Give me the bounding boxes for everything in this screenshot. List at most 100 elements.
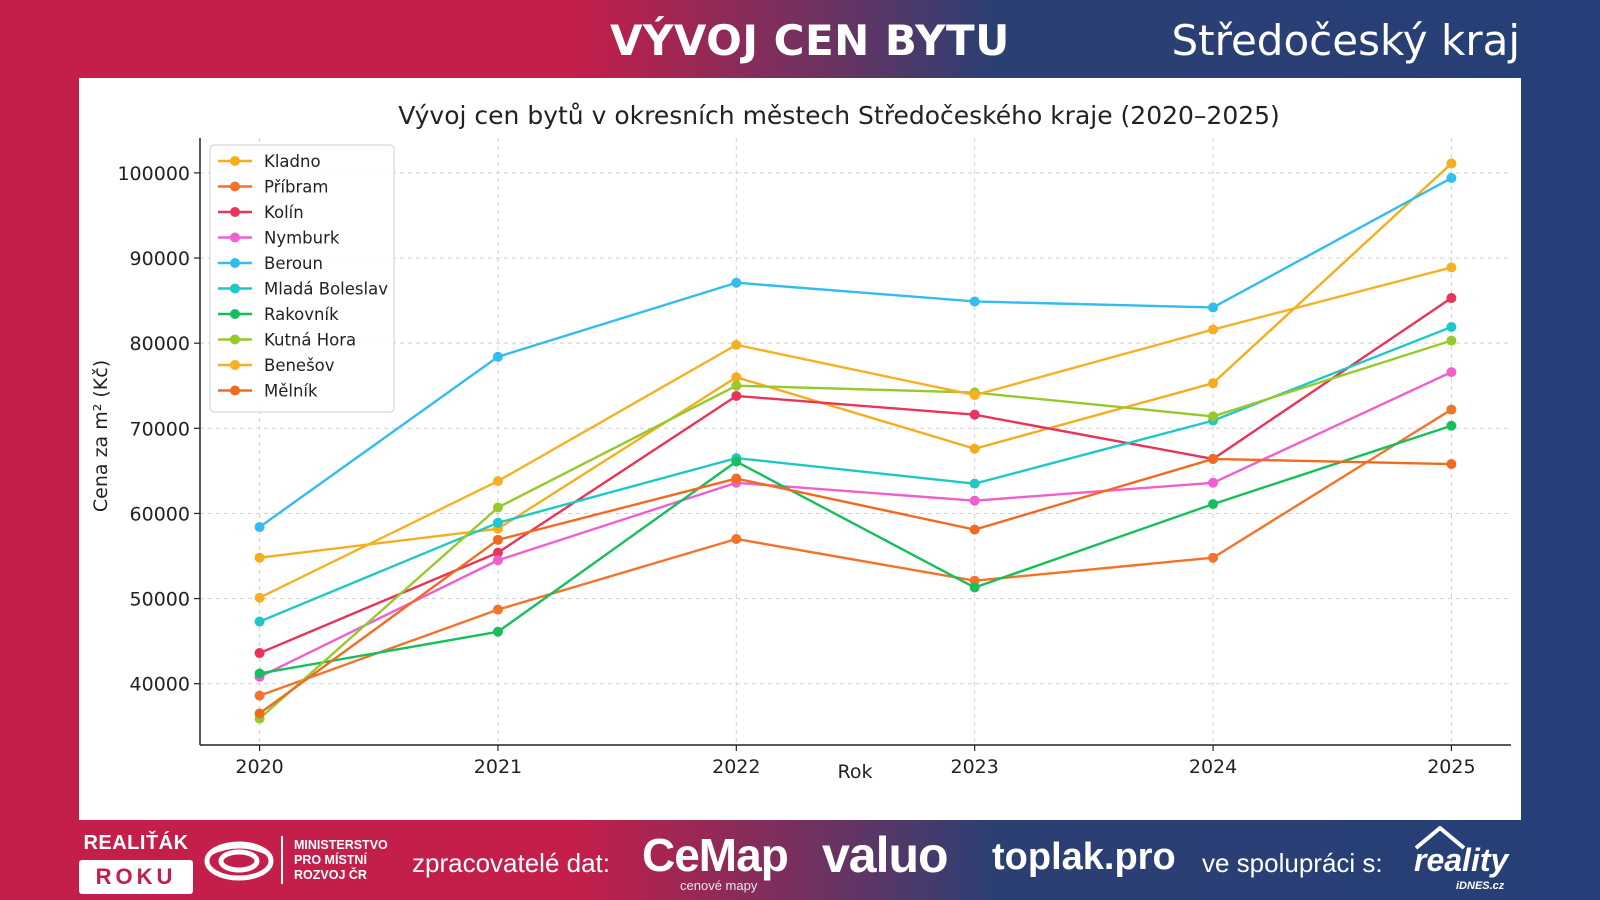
series-4-point xyxy=(969,296,980,307)
series-5-point xyxy=(1446,321,1457,332)
series-1-point xyxy=(254,690,265,701)
y-tick-label: 40000 xyxy=(130,674,190,696)
series-3-point xyxy=(1208,477,1219,488)
series-5-point xyxy=(969,478,980,489)
cemap-logo: CeMap xyxy=(642,829,789,881)
series-0-point xyxy=(1446,158,1457,169)
series-5-point xyxy=(254,616,265,627)
series-8-point xyxy=(1446,262,1457,273)
series-7-point xyxy=(1208,411,1219,422)
series-4-point xyxy=(1208,302,1219,313)
chart-axes xyxy=(199,138,1511,746)
series-8-point xyxy=(1208,324,1219,335)
series-3-point xyxy=(969,495,980,506)
series-1-point xyxy=(1208,552,1219,563)
series-9-point xyxy=(731,473,742,484)
legend-swatch-marker xyxy=(230,334,240,345)
house-roof-icon xyxy=(1414,826,1466,850)
legend-entry: Nymburk xyxy=(218,229,340,248)
series-9-point xyxy=(969,524,980,535)
y-tick-label: 50000 xyxy=(130,589,190,611)
series-6-point xyxy=(1208,499,1219,510)
series-0-point xyxy=(1208,378,1219,389)
series-1-point xyxy=(492,604,503,615)
series-4-point xyxy=(1446,173,1457,184)
legend-swatch-marker xyxy=(230,283,240,294)
ministry-name: MINISTERSTVO PRO MÍSTNÍ ROZVOJ ČR xyxy=(294,838,388,883)
processors-label: zpracovatelé dat: xyxy=(412,848,611,878)
series-5-line xyxy=(259,325,1452,623)
series-3-point xyxy=(1446,367,1457,378)
series-0-line xyxy=(259,162,1453,559)
y-tick-label: 100000 xyxy=(117,163,190,185)
series-9-line xyxy=(258,457,1452,715)
legend-entry: Mladá Boleslav xyxy=(218,280,388,299)
series-6-line xyxy=(259,424,1452,675)
legend-label: Rakovník xyxy=(264,305,339,324)
legend-swatch-marker xyxy=(230,232,240,243)
series-2-point xyxy=(254,648,265,659)
x-tick-label: 2020 xyxy=(235,756,283,778)
chart-legend: Kladno Příbram Kolín Nymburk Beroun Mladá Bol… xyxy=(209,144,395,413)
chart-panel: 2020 2021 2022 2023 2024 2025 40000 50000 60000 7… xyxy=(79,78,1521,820)
x-axis-label: Rok xyxy=(838,761,873,783)
legend-entry: Kolín xyxy=(218,203,304,222)
y-tick-label: 90000 xyxy=(130,248,190,270)
header-title: VÝVOJ CEN BYTU xyxy=(610,16,1010,65)
series-1-point xyxy=(1446,404,1457,415)
series-6-point xyxy=(1446,420,1457,431)
ministry-line-3: ROZVOJ ČR xyxy=(294,868,367,882)
series-2-point xyxy=(1446,293,1457,304)
series-4-point xyxy=(254,522,265,533)
series-6 xyxy=(254,420,1457,679)
legend-swatch-marker xyxy=(230,309,240,319)
legend-swatch-marker xyxy=(230,156,240,166)
series-6-point xyxy=(254,668,265,679)
footer-bar: REALIŤÁK ROKU MINISTERSTVO PRO MÍSTNÍ RO… xyxy=(0,820,1600,900)
series-9-point xyxy=(1208,453,1219,464)
series-9 xyxy=(254,453,1457,719)
series-9-point xyxy=(492,534,503,545)
series-1 xyxy=(254,404,1457,701)
series-6-point xyxy=(492,626,503,637)
series-2-point xyxy=(731,390,742,401)
y-axis-label: Cena za m² (Kč) xyxy=(90,360,112,512)
ministry-divider xyxy=(281,836,283,884)
legend-label: Kutná Hora xyxy=(264,331,356,350)
series-9-point xyxy=(1446,459,1457,470)
series-7-point xyxy=(492,502,503,513)
ministry-emblem-icon xyxy=(204,841,274,881)
legend-label: Beroun xyxy=(264,254,323,273)
series-7 xyxy=(254,335,1457,724)
series-7-point xyxy=(731,380,742,391)
legend-label: Mělník xyxy=(264,382,318,401)
series-0-point xyxy=(969,443,980,454)
x-tick-label: 2024 xyxy=(1189,756,1237,778)
legend-entry: Příbram xyxy=(218,178,328,197)
legend-entry: Rakovník xyxy=(218,305,339,324)
legend-label: Nymburk xyxy=(264,229,340,248)
series-9-point xyxy=(254,708,265,719)
ministry-line-1: MINISTERSTVO xyxy=(294,838,388,852)
legend-swatch-marker xyxy=(230,207,240,217)
legend-entry: Beroun xyxy=(218,254,323,273)
legend-label: Mladá Boleslav xyxy=(264,280,388,299)
series-8-line xyxy=(259,266,1452,599)
chart-title: Vývoj cen bytů v okresních městech Střed… xyxy=(398,101,1280,130)
series-7-line xyxy=(258,339,1452,720)
series-1-line xyxy=(259,408,1453,697)
series-4-line xyxy=(258,176,1452,529)
chart-ticks: 2020 2021 2022 2023 2024 2025 40000 50000 60000 7… xyxy=(117,163,1475,778)
series-2-point xyxy=(492,547,503,558)
series-8-point xyxy=(254,592,265,603)
series-4 xyxy=(254,173,1457,533)
series-3-line xyxy=(259,371,1452,678)
series-1-point xyxy=(731,533,742,544)
series-0 xyxy=(254,158,1457,563)
y-tick-label: 80000 xyxy=(130,333,190,355)
x-tick-label: 2025 xyxy=(1427,756,1475,778)
series-8-point xyxy=(492,476,503,487)
series-0-point xyxy=(731,372,742,383)
legend-swatch-marker xyxy=(230,258,240,268)
chart-grid xyxy=(200,138,1511,745)
